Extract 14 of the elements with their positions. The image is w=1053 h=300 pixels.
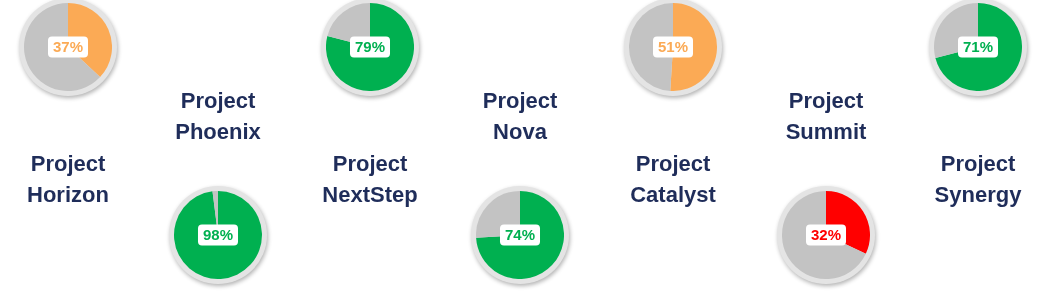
text: Project Horizon [26,150,110,209]
text: Project NextStep [321,150,419,209]
chart-title: Project Summit [784,87,868,146]
data-label: 79% [354,38,386,56]
data-label: 71% [962,38,994,56]
data-label: 37% [52,38,84,56]
data-label: 74% [504,226,536,244]
chart-title: Project Phoenix [174,87,262,146]
data-label: 98% [202,226,234,244]
text: Project Synergy [933,150,1023,209]
data-label: 51% [657,38,689,56]
chart-title: Project Nova [481,87,559,146]
data-label: 32% [810,226,842,244]
text: Project Catalyst [629,150,717,209]
